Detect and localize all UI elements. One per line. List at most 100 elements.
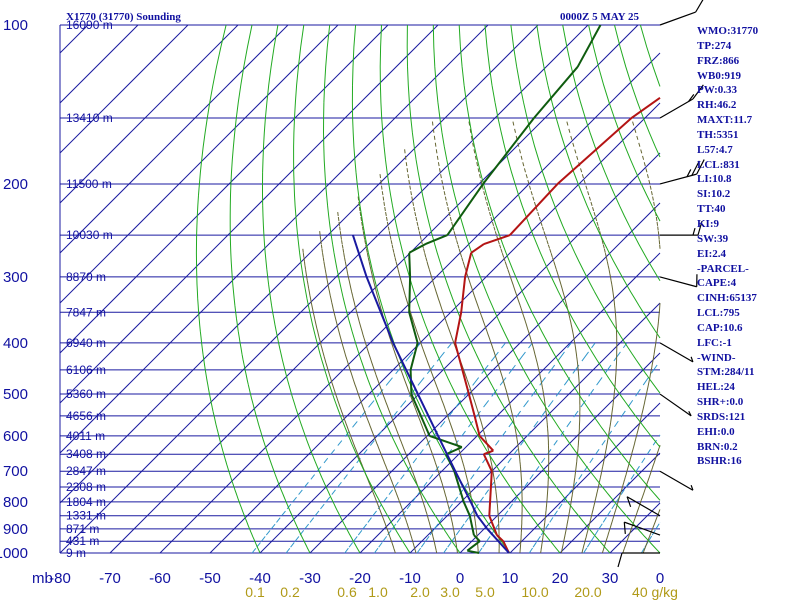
index-item: TT:40 <box>697 203 726 216</box>
isotherm--100 <box>59 24 489 454</box>
wind-barbs <box>617 0 705 568</box>
temperature-tick--10: -10 <box>399 570 421 587</box>
mixing-ratio-label-6: 5.0 <box>475 584 495 600</box>
isotherm--150 <box>59 24 239 204</box>
pressure-unit-label: mb <box>32 570 53 587</box>
wind-barb-925 <box>623 521 661 536</box>
isotherm--180 <box>59 24 89 54</box>
index-item: RH:46.2 <box>697 99 737 112</box>
index-item: CAPE:4 <box>697 277 737 290</box>
height-label-100: 16090 m <box>66 18 113 32</box>
sounding-profiles <box>351 24 661 554</box>
index-item: WMO:31770 <box>697 25 759 37</box>
index-item: SRDS:121 <box>697 410 746 423</box>
height-label-200: 11500 m <box>66 177 112 191</box>
height-label-900: 871 m <box>66 522 99 536</box>
height-label-700: 2847 m <box>66 464 106 478</box>
pressure-label-800: 800 <box>3 494 28 511</box>
index-item: LCL:795 <box>697 307 740 320</box>
isotherm-lines <box>59 24 661 554</box>
temperature-tick--30: -30 <box>299 570 321 587</box>
index-item: TH:5351 <box>697 128 739 141</box>
sounding-title: X1770 (31770) Sounding <box>66 11 181 23</box>
index-item: EI:2.4 <box>697 247 727 260</box>
moist-adiabat--6 <box>319 230 417 554</box>
isotherm-0 <box>459 352 661 554</box>
index-item: SI:10.2 <box>697 188 731 201</box>
temperature-tick--80: -80 <box>49 570 71 587</box>
index-item: HEL:24 <box>697 381 735 394</box>
mixing-ratio-0.1 <box>251 342 421 554</box>
sounding-datetime: 0000Z 5 MAY 25 <box>560 11 639 23</box>
isotherm--120 <box>59 24 389 354</box>
index-item: LI:10.8 <box>697 173 732 186</box>
mixing-ratio-label-4: 2.0 <box>410 584 430 600</box>
stability-indices-panel: WMO:31770 TP:274 FRZ:866 WB0:919 PW:0.33 RH:4… <box>697 24 758 469</box>
mixing-ratio-label-0: 0.1 <box>245 584 265 600</box>
dry-adiabat--20 <box>262 24 361 554</box>
temperature-tick-30: 30 <box>602 570 619 587</box>
isotherm-10 <box>509 402 661 554</box>
mixing-ratio-label-3: 1.0 <box>368 584 388 600</box>
isotherm--10 <box>409 302 661 554</box>
height-label-550: 4656 m <box>66 409 106 423</box>
mixing-ratio-label-7: 10.0 <box>521 584 548 600</box>
mixing-ratio-label-2: 0.6 <box>337 584 357 600</box>
isotherm--50 <box>209 102 661 554</box>
dry-adiabat-30 <box>406 24 611 554</box>
pressure-label-600: 600 <box>3 428 28 445</box>
dry-adiabat-120 <box>639 24 661 87</box>
index-item: FRZ:866 <box>697 54 740 67</box>
temperature-tick--50: -50 <box>199 570 221 587</box>
temperature-tick-40: 0 <box>656 570 664 587</box>
isotherm--110 <box>59 24 439 404</box>
mixing-ratio-0.2 <box>285 342 453 554</box>
wind-barb-500 <box>659 393 692 417</box>
pressure-label-100: 100 <box>3 17 28 34</box>
index-item: CAP:10.6 <box>697 321 743 334</box>
temperature-tick-20: 20 <box>552 570 569 587</box>
height-label-300: 8870 m <box>66 270 106 284</box>
dry-adiabat-90 <box>562 24 661 282</box>
pressure-label-200: 200 <box>3 176 28 193</box>
index-item: EHI:0.0 <box>697 425 735 438</box>
mixing-ratio-label-8: 20.0 <box>574 584 601 600</box>
wind-barb-100 <box>659 0 704 26</box>
temperature-tick--70: -70 <box>99 570 121 587</box>
dry-adiabat--30 <box>229 24 311 554</box>
temperature-tick--40: -40 <box>249 570 271 587</box>
height-label-750: 2308 m <box>66 480 106 494</box>
wind-barb-250 <box>660 220 703 236</box>
height-label-950: 431 m <box>66 534 99 548</box>
mixing-ratio-label-1: 0.2 <box>280 584 300 600</box>
index-item: TP:274 <box>697 39 732 52</box>
temperature-tick--60: -60 <box>149 570 171 587</box>
index-item: -WIND- <box>697 351 736 364</box>
index-item: PW:0.33 <box>697 84 738 97</box>
isotherm--30 <box>309 202 661 554</box>
mixing-ratio-20 <box>583 434 661 554</box>
isotherm--70 <box>109 24 639 554</box>
index-item: KI:9 <box>697 217 719 230</box>
axis-labels: 100200300400500600700800900100016090 m13… <box>0 17 678 600</box>
height-label-400: 6940 m <box>66 336 106 350</box>
index-item: BRN:0.2 <box>697 440 738 453</box>
isobar-lines <box>59 24 660 554</box>
mixing-ratio-label-5: 3.0 <box>440 584 460 600</box>
height-label-1000: 9 m <box>66 546 86 560</box>
height-label-450: 6106 m <box>66 363 106 377</box>
dry-adiabat-70 <box>510 24 661 394</box>
height-label-600: 4011 m <box>66 429 105 443</box>
temperature-profile <box>454 96 661 554</box>
dry-adiabat--10 <box>293 24 411 554</box>
height-label-150: 13410 m <box>66 111 113 125</box>
index-item: SHR+:0.0 <box>697 396 744 409</box>
dry-adiabat-100 <box>588 24 661 222</box>
height-label-850: 1331 m <box>66 509 106 523</box>
dry-adiabat-80 <box>536 24 661 339</box>
height-label-650: 3408 m <box>66 447 106 461</box>
temperature-tick-10: 10 <box>502 570 519 587</box>
dewpoint-profile <box>408 24 602 554</box>
height-label-500: 5360 m <box>66 387 106 401</box>
index-item: L57:4.7 <box>697 143 733 156</box>
